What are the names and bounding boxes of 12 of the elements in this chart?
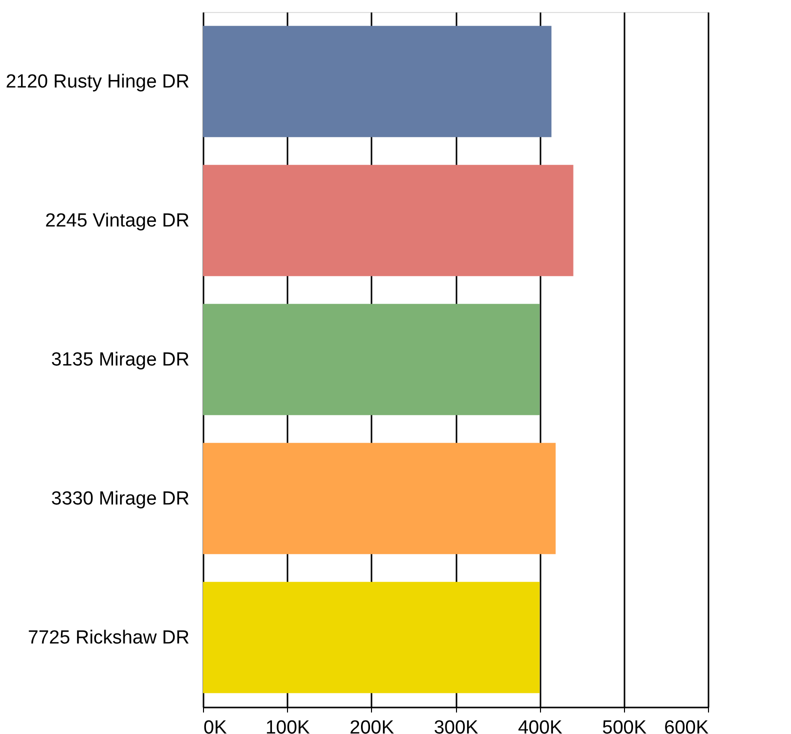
x-tick-label: 100K [265,718,310,734]
y-tick-label: 3330 Mirage DR [51,488,190,510]
y-tick-label: 2120 Rusty Hinge DR [6,72,190,92]
y-tick-label: 2245 Vintage DR [45,210,190,232]
x-tick-label: 200K [350,718,394,734]
x-tick-label: 0K [204,718,228,734]
y-tick-label: 3135 Mirage DR [51,350,190,370]
x-tick-label: 400K [518,718,563,734]
x-tick-label: 500K [602,718,647,734]
x-tick-label: 600K [664,718,709,734]
y-tick-label: 7725 Rickshaw DR [28,628,190,648]
x-tick-label: 300K [434,718,479,734]
